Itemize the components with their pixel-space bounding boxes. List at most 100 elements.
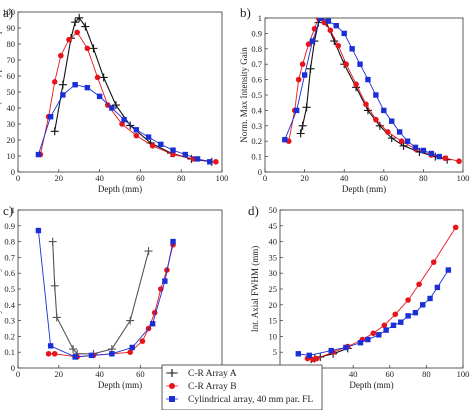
panel-b: b) 0 20 40 60 80 100 0 0.1 0.2 0.3 0.4 0.5 0.6 0.7 0.8 0… [239,5,469,194]
square-marker [88,352,95,359]
square-marker [295,351,301,357]
y-tick-label: 0 [11,167,15,177]
square-marker [445,267,452,273]
square-marker [412,144,419,151]
circle-marker [363,101,369,108]
square-marker [145,134,152,140]
x-tick-label: 40 [95,369,104,379]
series-line [300,18,448,161]
y-tick-label: 0.5 [4,284,15,294]
square-marker [170,238,176,245]
square-marker [35,227,42,234]
y-tick-label: 45 [269,221,278,231]
x-tick-label: 80 [419,173,428,183]
square-marker [404,138,411,144]
square-marker [396,129,403,135]
square-marker [121,116,127,123]
square-marker-icon [169,396,175,402]
circle-marker [213,159,219,165]
circle-marker [45,350,52,357]
square-marker [434,284,441,291]
y-tick-label: 0.3 [4,316,15,326]
square-marker [365,336,371,343]
y-tick-label: 80 [7,39,16,49]
series-cylindrical-array-40-mm-par-fl [282,18,442,160]
x-tick-label: 100 [216,173,229,183]
circle-marker [392,311,399,318]
series-c-r-array-b [45,241,176,360]
series-line [48,244,174,358]
y-tick-label: 0.9 [251,28,262,38]
plus-marker [306,64,315,73]
y-tick-label: 70 [7,55,16,65]
panel-letter: c) [3,203,13,218]
plus-marker [71,18,80,27]
circle-marker [295,76,302,83]
panel-letter: d) [248,203,259,218]
x-tick-label: 20 [55,173,64,183]
circle-marker [327,27,334,34]
y-tick-label: 15 [269,316,278,326]
legend-label: C-R Array A [188,369,237,379]
panel-d: d)02040608010005101520253035404550Depth … [248,203,469,390]
plus-marker [50,281,59,290]
y-tick-label: 0.2 [4,331,15,341]
square-marker [170,147,176,153]
series-cylindrical-array-40-mm-par-fl [295,267,452,359]
x-tick-label: 80 [177,173,186,183]
circle-marker [149,143,156,149]
circle-marker [119,121,125,127]
y-tick-label: 20 [269,300,278,310]
x-tick-label: 20 [300,173,309,183]
panel-c: c)02040608010000.10.20.30.40.50.60.70.80… [0,203,228,390]
series-c-r-array-b [285,18,462,165]
square-marker [428,150,435,157]
legend-label: Cylindrical array, 40 mm par. FL [188,395,313,405]
square-marker [301,72,308,78]
y-tick-label: 50 [269,205,278,215]
legend-entry-c-r-array-a: C-R Array A [166,369,237,379]
plus-marker [144,247,153,256]
series-c-r-array-a [296,18,452,164]
plot-frame [264,17,464,173]
y-tick-label: 0.3 [251,121,262,131]
plus-marker [298,121,307,130]
series-line [37,230,174,358]
square-marker [365,76,371,83]
y-tick-label: 0.6 [251,75,262,85]
x-tick-label: 0 [16,369,20,379]
y-tick-label: 1 [258,13,262,23]
x-axis-label: Depth (mm) [98,380,142,390]
square-marker [317,18,324,21]
legend-entry-c-r-array-b: C-R Array B [166,382,237,392]
square-marker [149,321,156,327]
series-line [54,16,212,163]
plus-marker [99,73,108,82]
circle-marker [405,297,411,303]
y-tick-label: 10 [7,151,16,161]
circle-marker [133,132,140,139]
y-tick-label: 0.8 [4,237,15,247]
plus-marker [126,316,135,325]
plus-marker [302,103,311,112]
x-tick-label: 20 [55,369,64,379]
circle-marker [452,224,459,231]
plus-marker [126,121,135,130]
y-tick-label: 40 [269,237,278,247]
square-marker [383,327,389,333]
y-tick-label: 0.2 [251,136,262,146]
square-marker [182,151,188,158]
y-tick-label: 0.7 [251,59,262,69]
circle-marker [430,259,437,265]
x-axis-label: Depth (mm) [98,184,142,194]
square-marker [343,344,349,351]
y-tick-label: 0.1 [4,347,15,357]
square-marker [47,114,54,120]
series-cylindrical-array-40-mm-par-fl [35,82,213,165]
square-marker [341,30,347,37]
square-marker [207,159,213,165]
circle-marker [74,29,80,36]
square-marker [333,23,339,29]
square-marker [389,118,395,124]
